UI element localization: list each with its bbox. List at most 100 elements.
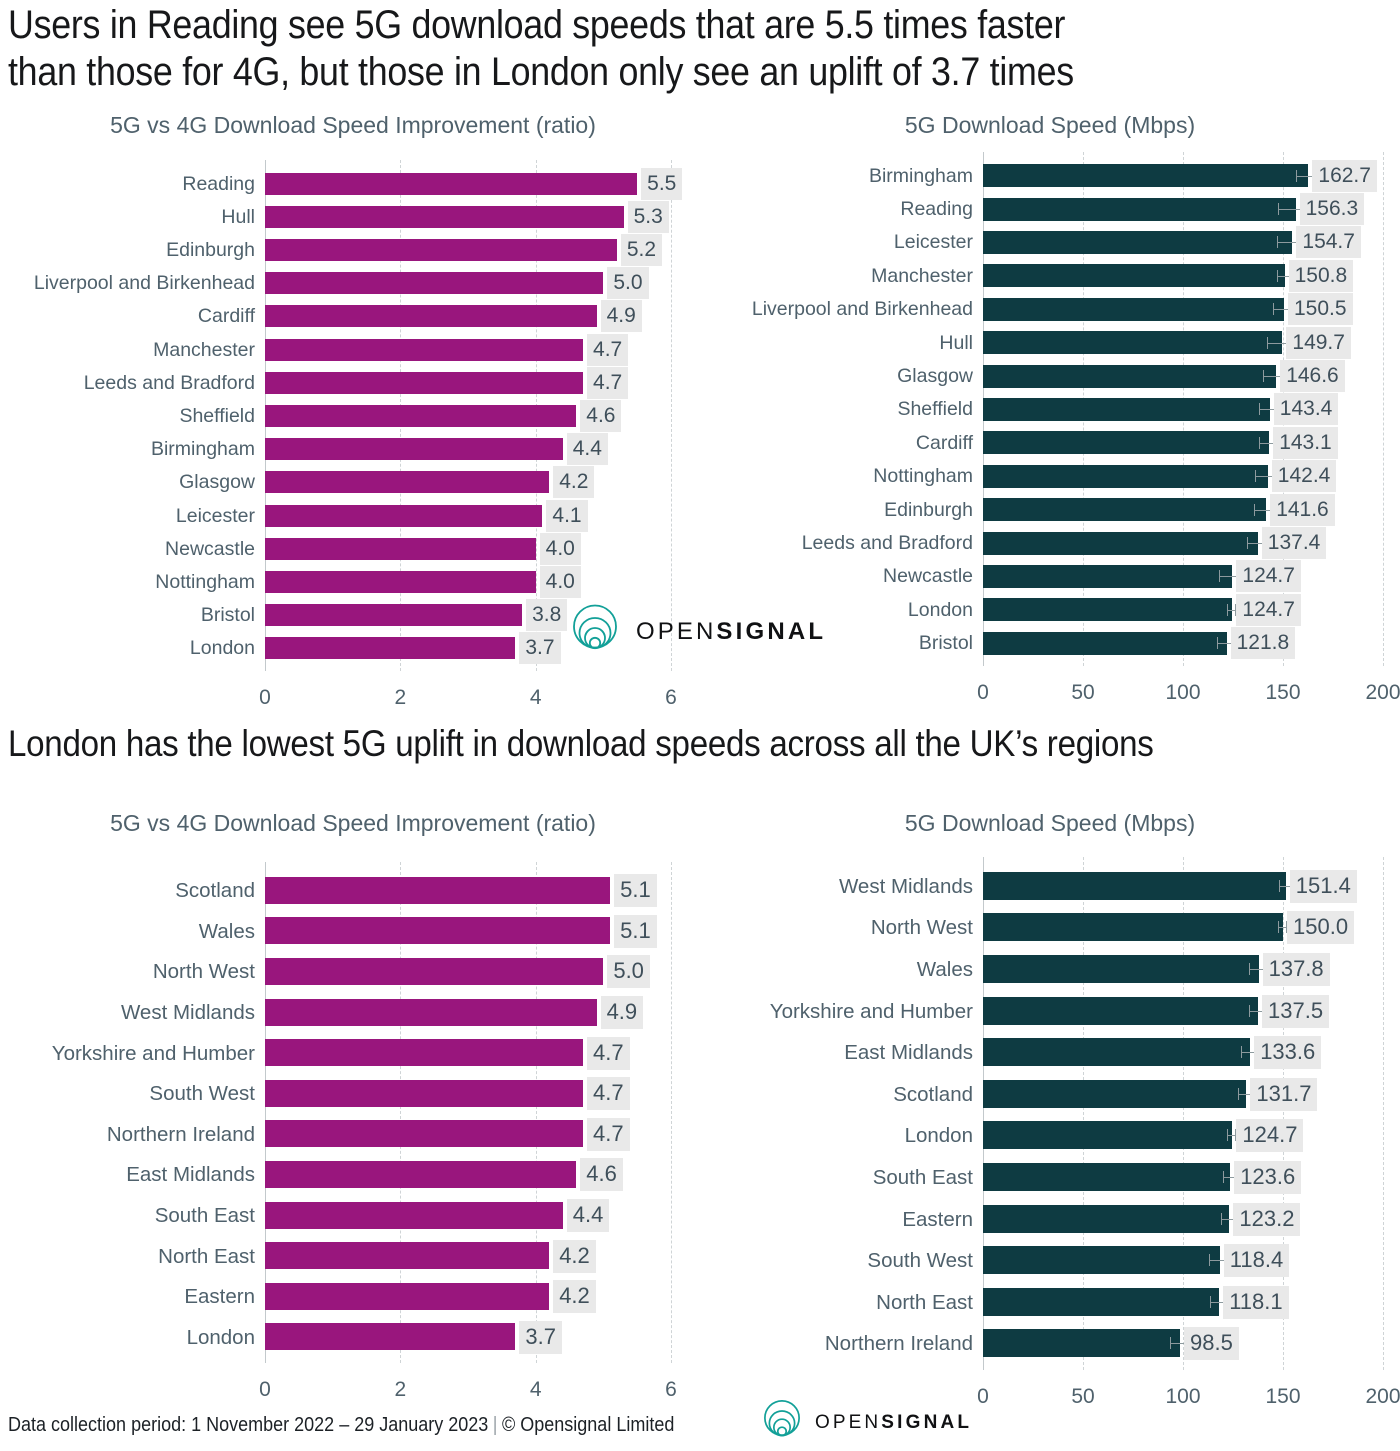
bar [265,604,523,627]
error-bar-cap [1249,1004,1250,1017]
chart-row: Manchester 150.8 [700,259,1400,292]
category-label: Cardiff [197,305,255,328]
category-label: Reading [182,172,255,195]
bar [983,498,1267,522]
error-bar-cap [1285,921,1287,934]
chart-row: Scotland 131.7 [700,1073,1400,1115]
chart-row: Northern Ireland 98.5 [700,1323,1400,1365]
category-label: Reading [900,198,973,221]
category-label: South West [149,1082,255,1106]
value-label: 124.7 [1236,1119,1304,1153]
bar [265,1242,550,1270]
data-collection-period: Data collection period: 1 November 2022 … [8,1414,489,1436]
error-bar-cap [1278,921,1279,934]
chart-cities-ratio: 5G vs 4G Download Speed Improvement (rat… [8,112,698,708]
category-label: Bristol [200,604,255,627]
category-label: South East [872,1165,973,1189]
error-bar-cap [1273,303,1274,316]
opensignal-mark-icon [568,602,622,661]
category-label: Glasgow [179,471,255,494]
error-bar-cap [1246,537,1248,550]
bar [983,431,1270,455]
chart-cities-speed: 5G Download Speed (Mbps) 0 50 100 150 200 Bir… [700,112,1400,703]
bar [265,272,604,295]
chart-row: Liverpool and Birkenhead 5.0 [8,267,698,300]
value-label: 5.5 [641,167,683,200]
bar [265,537,536,560]
category-label: North West [152,960,255,984]
category-label: South West [867,1249,973,1273]
category-label: Newcastle [883,565,973,588]
value-label: 4.7 [587,333,629,366]
bar [983,230,1293,254]
bar [983,913,1283,942]
chart-row: Cardiff 4.9 [8,300,698,333]
category-label: Northern Ireland [106,1122,255,1146]
error-bar [1249,1010,1263,1012]
chart-row: Reading 156.3 [700,192,1400,226]
bar [265,957,604,985]
value-label: 98.5 [1184,1327,1239,1361]
plot-area: 0 2 4 6 Scotland 5.1 Wales 5.1 North West 5.0 West… [8,810,698,1400]
chart-row: Glasgow 146.6 [700,359,1400,393]
error-bar [1227,609,1236,611]
error-bar [1223,1176,1235,1178]
chart-row: South West 4.7 [8,1073,698,1114]
value-label: 137.4 [1261,527,1327,560]
chart-row: Leeds and Bradford 4.7 [8,366,698,399]
error-bar [1221,1218,1234,1220]
value-label: 118.1 [1223,1285,1289,1319]
category-label: Edinburgh [884,498,973,521]
chart-row: Nottingham 4.0 [8,565,698,598]
chart-row: Bristol 3.8 [8,599,698,632]
chart-row: Yorkshire and Humber 137.5 [700,990,1400,1032]
error-bar-cap [1210,1295,1212,1308]
error-bar-cap [1170,1337,1171,1350]
value-label: 4.9 [600,300,642,333]
category-label: Yorkshire and Humber [51,1041,255,1065]
footer-separator: | [492,1414,498,1436]
value-label: 5.0 [607,267,649,300]
bar [265,371,584,394]
category-label: Liverpool and Birkenhead [751,298,973,321]
gridline [1383,152,1384,666]
logo-signal-text: SIGNAL [881,1411,973,1433]
chart-title: 5G vs 4G Download Speed Improvement (rat… [110,112,596,138]
value-label: 4.1 [546,499,588,532]
chart-row: Sheffield 143.4 [700,393,1400,426]
y-axis-line [265,862,266,1364]
error-bar [1273,309,1291,311]
error-bar-cap [1208,1254,1210,1267]
category-label: Bristol [918,632,973,655]
category-label: Wales [198,919,255,943]
bar [983,197,1296,221]
error-bar [1216,643,1233,645]
error-bar [1241,1052,1256,1054]
chart-row: West Midlands 4.9 [8,992,698,1033]
category-label: London [186,1325,255,1349]
category-label: Leicester [175,504,255,527]
chart-row: South East 4.4 [8,1195,698,1236]
error-bar [1277,209,1306,211]
chart-row: East Midlands 133.6 [700,1031,1400,1073]
category-label: Birmingham [150,438,255,461]
value-label: 4.7 [587,1036,630,1070]
chart-row: South West 118.4 [700,1239,1400,1281]
value-label: 156.3 [1299,193,1365,226]
error-bar-cap [1235,1129,1237,1142]
error-bar [1248,968,1265,970]
bar [983,531,1258,555]
chart-row: South East 123.6 [700,1156,1400,1198]
category-label: South East [154,1204,255,1228]
error-bar [1238,1093,1251,1095]
error-bar [1267,342,1291,344]
error-bar-cap [1267,336,1269,349]
x-axis-tick-label: 200 [1365,1385,1400,1409]
value-label: 149.7 [1286,326,1351,359]
value-label: 150.5 [1288,293,1353,326]
value-label: 5.3 [627,200,669,233]
x-axis-tick-label: 0 [977,1385,989,1409]
bar [265,1039,584,1067]
bar [983,1038,1251,1067]
chart-row: Birmingham 4.4 [8,433,698,466]
